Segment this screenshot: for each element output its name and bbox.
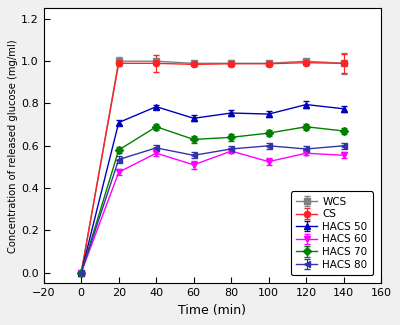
Legend: WCS, CS, HACS 50, HACS 60, HACS 70, HACS 80: WCS, CS, HACS 50, HACS 60, HACS 70, HACS… bbox=[291, 191, 373, 275]
X-axis label: Time (min): Time (min) bbox=[178, 304, 246, 317]
Y-axis label: Concentration of released glucose (mg/ml): Concentration of released glucose (mg/ml… bbox=[8, 39, 18, 253]
